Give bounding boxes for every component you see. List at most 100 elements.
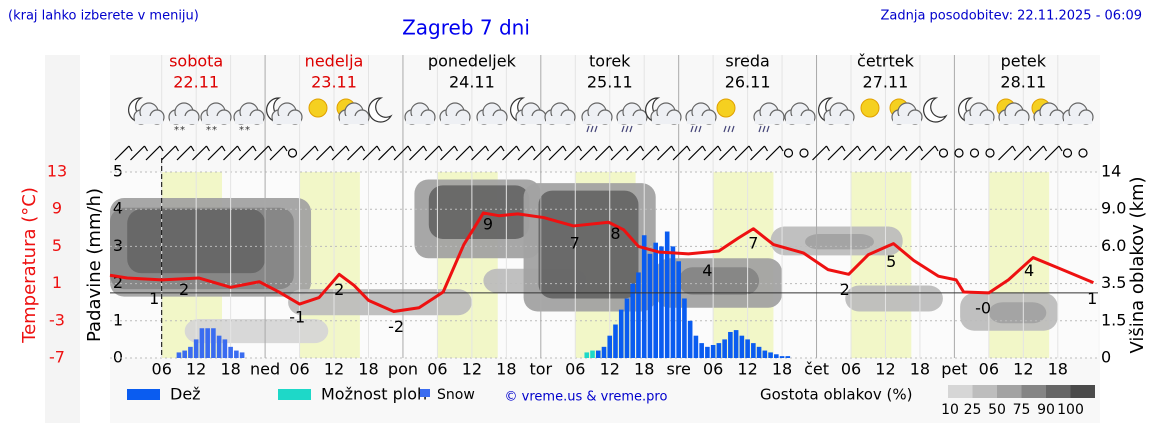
precip-bar: [756, 346, 762, 358]
x-tick-label: sre: [666, 360, 690, 379]
day-date: 26.11: [725, 73, 771, 92]
x-tick-label: 18: [358, 360, 378, 379]
precip-bar: [739, 335, 745, 358]
wind-barb: [657, 145, 672, 161]
precip-bar: [716, 343, 722, 358]
temp-tick-label: 13: [47, 162, 67, 181]
sun-icon: [308, 98, 328, 118]
wind-barb: [531, 145, 536, 152]
x-tick-label: 18: [1048, 360, 1068, 379]
wind-barb: [655, 145, 660, 152]
wind-barb: [192, 145, 207, 161]
wind-barb: [577, 145, 583, 152]
snow-icon: *: [174, 125, 179, 136]
precip-bar: [205, 328, 210, 358]
temp-label: 2: [840, 280, 850, 299]
rain-icon: [758, 125, 762, 133]
scale-box: [997, 385, 1022, 398]
wind-barb: [391, 145, 397, 152]
temp-label: 7: [570, 233, 580, 252]
rain-icon: [690, 125, 694, 133]
wind-barb: [314, 145, 319, 152]
precip-axis-title: Padavine (mm/h): [84, 188, 105, 342]
wind-barb: [238, 145, 254, 161]
rain-icon: [766, 125, 770, 133]
precip-tick-label: 2: [113, 273, 123, 292]
wind-barb: [409, 145, 424, 161]
wind-barb: [564, 145, 579, 161]
wind-barb: [608, 145, 614, 152]
cloud-icon: [340, 116, 368, 124]
wind-barb: [453, 145, 459, 152]
wind-barb: [174, 145, 180, 152]
rain-icon: [586, 125, 590, 133]
precip-bar: [636, 272, 641, 358]
note: (kraj lahko izberete v meniju): [8, 9, 199, 24]
precip-tick-label: 1: [113, 310, 123, 329]
cloud-icon: [235, 116, 263, 124]
precip-bar: [193, 339, 199, 358]
precip-bar: [722, 339, 727, 358]
precip-bar: [199, 328, 205, 358]
wind-barb: [345, 145, 350, 152]
x-tick-label: ned: [250, 360, 280, 379]
legend-label: Snow: [437, 387, 475, 403]
day-date: 22.11: [173, 73, 219, 92]
wind-barb: [517, 145, 533, 161]
wind-barb: [300, 145, 316, 161]
wind-barb: [548, 145, 564, 161]
precip-bar: [641, 235, 647, 358]
cloud-icon: [687, 116, 715, 124]
scale-label: 25: [964, 402, 982, 418]
wind-barb: [254, 145, 269, 161]
temp-label: 4: [1024, 261, 1034, 280]
precip-bar: [659, 246, 664, 358]
wind-barb: [812, 145, 827, 161]
precip-bar: [751, 343, 756, 358]
scale-box: [1046, 385, 1071, 398]
rain-icon: [727, 125, 731, 133]
wind-barb: [484, 145, 490, 152]
precip-bar: [670, 246, 676, 358]
cloud-patch: [538, 190, 639, 299]
precip-bar: [733, 330, 739, 358]
x-tick-label: 06: [152, 360, 172, 379]
wind-barb: [701, 145, 707, 152]
wind-barb: [455, 145, 471, 161]
x-tick-label: pon: [388, 360, 418, 379]
wind-barb: [856, 145, 862, 152]
cloud-icon: [1000, 116, 1028, 124]
wind-barb: [779, 145, 784, 152]
wind-barb: [440, 145, 455, 161]
x-tick-label: 12: [600, 360, 620, 379]
wind-calm: [287, 148, 298, 158]
wind-barb: [843, 145, 858, 161]
wind-calm: [969, 148, 980, 158]
legend-swatch: [278, 389, 311, 400]
precip-bar: [613, 324, 618, 358]
wind-barb: [221, 145, 226, 152]
precip-bar: [693, 335, 699, 358]
temp-axis-title: Temperatura (°C): [19, 187, 40, 344]
scale-box: [1021, 385, 1046, 398]
precip-bar: [774, 354, 779, 358]
precip-bar: [664, 231, 670, 358]
wind-calm: [1078, 148, 1088, 158]
precip-bar: [745, 339, 750, 358]
precip-bar: [768, 352, 773, 358]
wind-barb: [190, 145, 195, 152]
day-date: 25.11: [587, 73, 633, 92]
wind-barb: [223, 145, 238, 161]
wind-barb: [750, 145, 765, 161]
temp-label: 2: [334, 280, 344, 299]
legend-label: Dež: [170, 385, 201, 404]
wind-barb: [626, 145, 641, 161]
temp-label: 2: [179, 280, 189, 299]
legend-label: Možnost ploh: [321, 385, 427, 404]
cloud-icon: [755, 116, 783, 124]
wind-barb: [114, 145, 130, 161]
temp-label: 1: [1087, 289, 1097, 308]
cloud-patch: [845, 285, 943, 312]
precip-bar: [762, 350, 768, 358]
